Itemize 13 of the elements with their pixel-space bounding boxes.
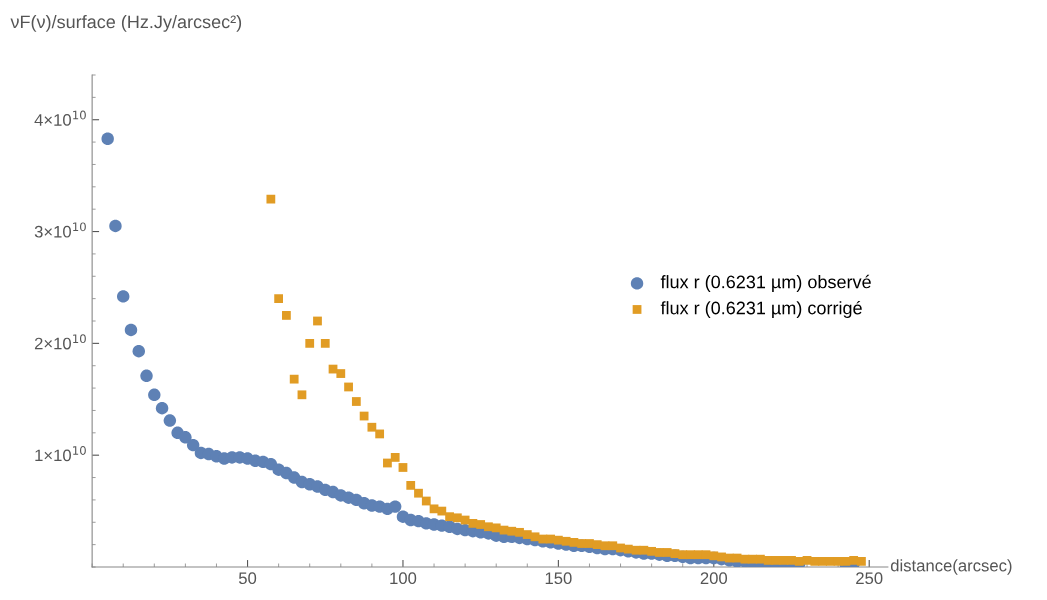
y-tick-label: 3×10$^{10}$ [34,222,86,238]
x-tick-label: 150 [545,572,572,585]
x-tick-label: 50 [238,572,257,585]
x-tick-label: 100 [390,572,417,585]
legend-label: flux r (0.6231 µm) observé [660,274,871,292]
y-tick-label: 1×10$^{10}$ [35,446,86,462]
legend-label: flux r (0.6231 µm) corrigé [660,300,862,318]
x-tick-label: 250 [856,572,883,585]
y-tick-label: 4×10$^{10}$ [34,110,86,126]
y-axis-title: νF(ν)/surface (Hz.Jy/arcsec²) [10,15,242,32]
y-tick-label: 2×10$^{10}$ [34,334,86,350]
x-axis-title: distance(arcsec) [890,559,1012,575]
x-tick-label: 200 [700,572,728,585]
